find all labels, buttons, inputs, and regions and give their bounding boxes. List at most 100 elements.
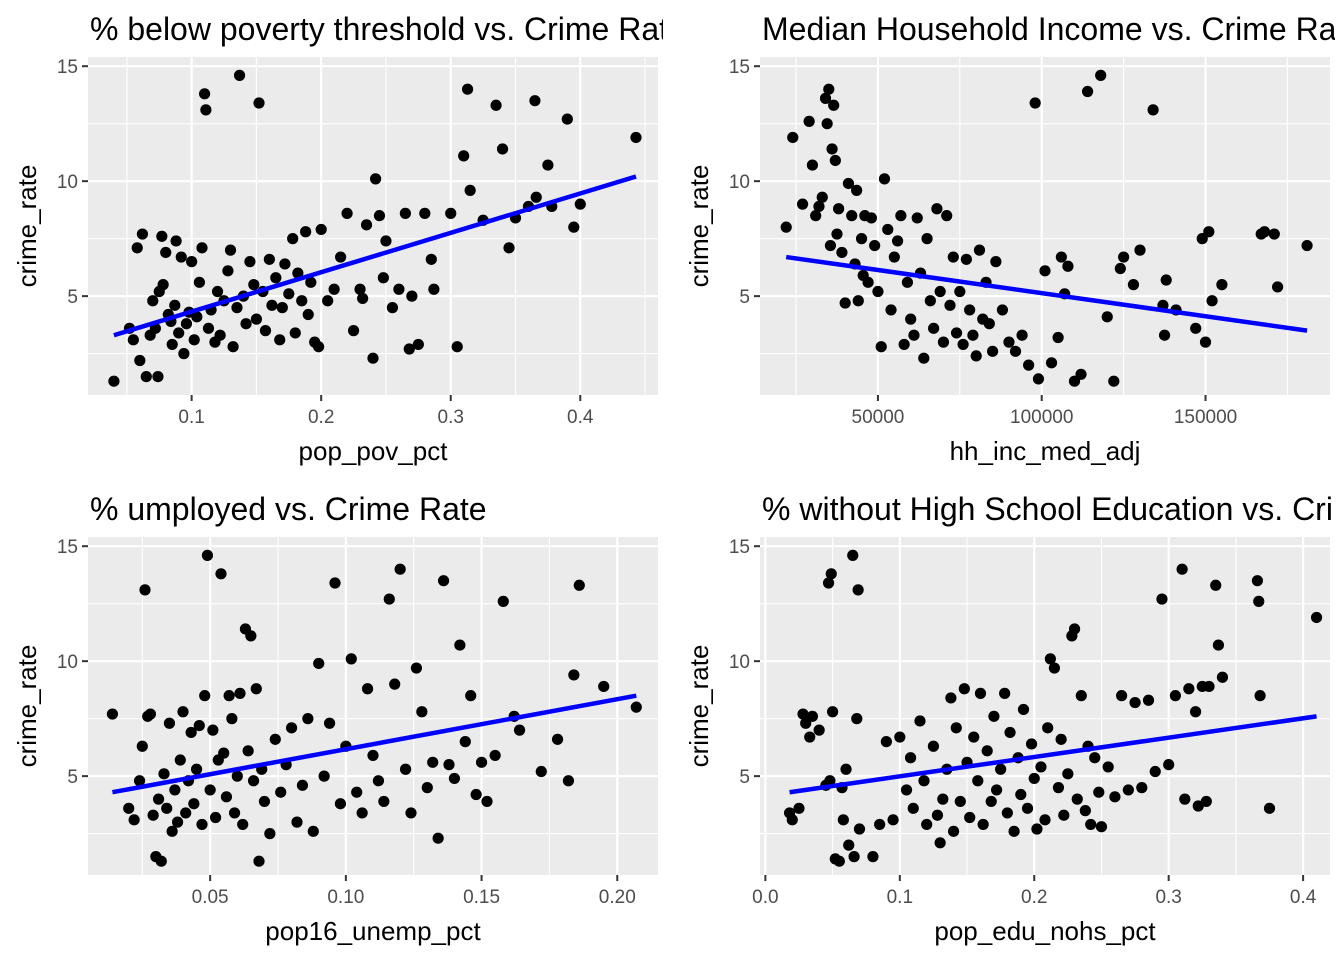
data-point [180,318,193,330]
data-point [934,837,946,849]
data-point [248,279,260,291]
data-point [305,276,317,288]
data-point [1176,563,1188,575]
data-point [193,276,206,288]
data-point [562,775,575,787]
data-point [964,811,976,824]
data-point [247,775,260,787]
data-point [967,329,979,341]
data-point [1183,683,1195,695]
data-point [568,221,580,233]
data-point [497,595,509,607]
x-axis-label: hh_inc_med_adj [950,436,1141,466]
data-point [186,256,198,268]
data-point [568,669,580,681]
data-point [378,795,390,808]
x-axis-label: pop_pov_pct [299,436,449,466]
data-point [1042,722,1054,734]
y-axis-label: crime_rate [12,165,42,288]
data-point [264,828,276,840]
data-point [1004,726,1016,739]
data-point [315,223,327,236]
data-point [885,304,897,316]
y-tick-label: 5 [739,287,750,308]
data-point [296,295,308,307]
data-point [220,791,233,803]
data-point [383,593,395,605]
x-tick-label: 0.3 [1155,887,1181,908]
data-point [1095,69,1107,81]
data-point [228,807,241,819]
data-point [983,318,995,330]
data-point [204,784,216,796]
data-point [322,295,334,307]
data-point [1095,821,1108,833]
data-point [954,285,966,298]
chart-title: % below poverty threshold vs. Crime Rate [90,11,686,47]
data-point [921,818,933,831]
data-point [341,207,353,219]
data-point [223,690,235,702]
data-point [347,325,360,337]
data-point [821,118,833,130]
x-tick-label: 0.1 [887,887,913,908]
data-point [258,795,271,808]
data-point [970,350,982,362]
y-tick-label: 15 [729,537,750,558]
data-point [481,795,493,808]
data-point [158,768,170,780]
panel-background [760,57,1330,395]
data-point [1029,97,1041,109]
data-point [161,802,173,814]
data-point [432,832,444,844]
data-point [1003,336,1015,348]
data-point [1044,653,1056,665]
y-tick-label: 5 [739,767,750,788]
data-point [190,763,203,775]
data-point [852,584,864,596]
data-point [134,354,146,367]
data-point [380,235,392,247]
y-tick-label: 10 [729,652,750,673]
data-point [1160,274,1172,286]
data-point [968,731,980,743]
data-point [1203,680,1215,693]
data-point [275,786,287,798]
data-point [1254,690,1266,702]
data-point [177,706,189,718]
data-point [193,719,205,732]
data-point [875,341,887,353]
data-point [931,203,943,215]
data-point [950,327,963,339]
data-point [242,745,254,757]
data-point [292,267,304,279]
plot-panel-education: 0.0 0.1 0.2 0.3 0.4 5 10 15 % without High Schoo… [684,491,1335,946]
plot-panel-unemployment: 0.05 0.10 0.15 0.20 5 10 15 % umployed vs. Crim… [12,491,658,946]
data-point [403,343,415,355]
data-point [1109,791,1121,803]
data-point [826,143,838,155]
data-point [356,807,368,819]
y-axis-label: crime_rate [684,165,714,288]
data-point [461,83,474,95]
data-point [937,336,950,348]
data-point [386,302,399,314]
data-point [266,299,278,311]
data-point [360,219,373,231]
data-point [1301,239,1313,252]
data-point [806,710,819,722]
data-point [1127,279,1140,291]
data-point [445,207,457,219]
data-point [960,253,972,265]
data-point [1048,662,1061,674]
plot-panel-poverty: 0.1 0.2 0.3 0.4 5 10 15 % below poverty thresho… [12,11,686,466]
data-point [931,809,944,821]
data-point [279,258,291,270]
data-point [329,577,341,589]
data-point [529,95,541,107]
y-tick-label: 10 [729,172,750,193]
data-point [263,253,275,265]
data-point [824,239,837,252]
data-point [1190,322,1202,334]
data-point [855,233,868,245]
